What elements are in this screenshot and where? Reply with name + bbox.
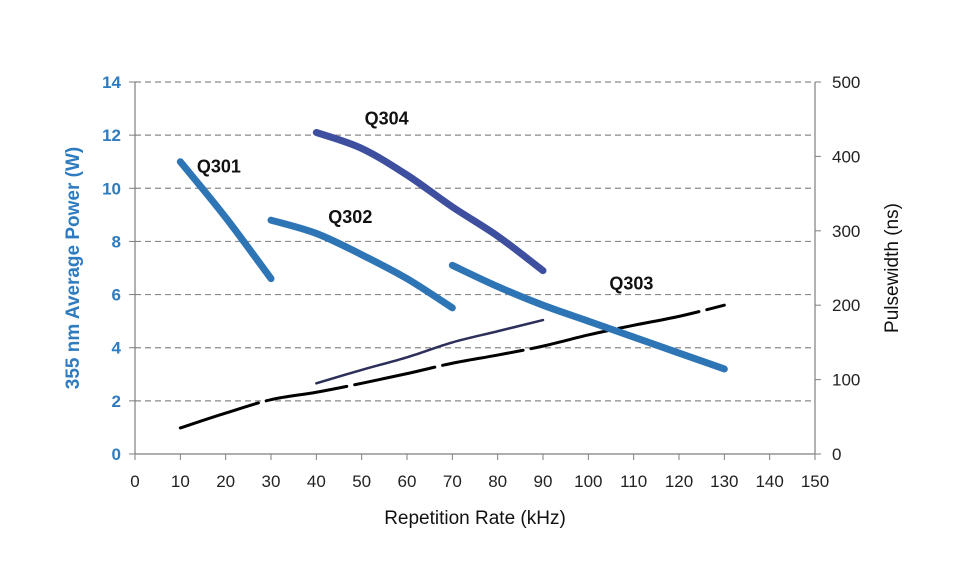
x-tick-label: 110 [620, 472, 647, 491]
series-label-q304: Q304 [365, 109, 409, 129]
right-y-tick-label: 100 [832, 371, 860, 390]
x-tick-label: 100 [574, 472, 602, 491]
x-tick-label: 150 [801, 472, 829, 491]
series-line-q301 [176, 158, 275, 283]
x-tick-label: 20 [216, 472, 235, 491]
left-y-tick-label: 14 [102, 73, 121, 92]
series-label-q302: Q302 [328, 207, 372, 227]
left-y-tick-label: 2 [112, 392, 121, 411]
right-y-axis-title: Pulsewidth (ns) [882, 203, 903, 333]
pulsewidth-line-black [178, 303, 726, 430]
x-tick-label: 50 [352, 472, 371, 491]
right-y-tick-label: 400 [832, 147, 860, 166]
left-y-tick-label: 12 [102, 126, 121, 145]
series-label-q301: Q301 [197, 156, 241, 176]
x-tick-label: 40 [307, 472, 326, 491]
series-line-q302 [267, 216, 456, 312]
left-y-tick-label: 0 [112, 445, 121, 464]
left-y-tick-labels: 0 2 4 6 8 10 12 14 [102, 73, 135, 464]
right-y-tick-label: 300 [832, 222, 860, 241]
series-line-q303 [448, 261, 728, 373]
x-tick-label: 10 [171, 472, 190, 491]
left-y-axis-title: 355 nm Average Power (W) [63, 147, 84, 390]
x-tick-label: 0 [130, 472, 139, 491]
axes [134, 82, 816, 455]
x-tick-label: 30 [262, 472, 281, 491]
x-tick-label: 70 [443, 472, 462, 491]
series-label-q303: Q303 [609, 273, 653, 293]
left-y-tick-label: 4 [112, 339, 122, 358]
left-y-tick-label: 6 [112, 286, 121, 305]
x-tick-label: 130 [710, 472, 738, 491]
x-tick-label: 80 [488, 472, 507, 491]
series-line-q304 [312, 128, 547, 275]
right-y-tick-label: 200 [832, 296, 860, 315]
x-tick-label: 90 [534, 472, 553, 491]
right-y-tick-label: 500 [832, 73, 860, 92]
x-tick-label: 140 [755, 472, 783, 491]
pulsewidth-lines [178, 303, 726, 430]
power-lines [176, 128, 728, 373]
series-labels: Q301 Q302 Q304 Q303 [197, 109, 654, 294]
pulsewidth-line-navy [315, 318, 545, 385]
x-axis-title: Repetition Rate (kHz) [384, 508, 566, 529]
left-y-tick-label: 8 [112, 232, 121, 251]
right-y-tick-label: 0 [832, 445, 841, 464]
right-y-tick-labels: 0 100 200 300 400 500 [815, 73, 860, 464]
x-tick-label: 120 [665, 472, 693, 491]
gridlines [135, 81, 815, 402]
left-y-tick-label: 10 [102, 179, 121, 198]
x-tick-labels: 0 10 20 30 40 50 60 70 80 90 100 110 120 130 140 150 [130, 454, 829, 491]
x-tick-label: 60 [398, 472, 417, 491]
